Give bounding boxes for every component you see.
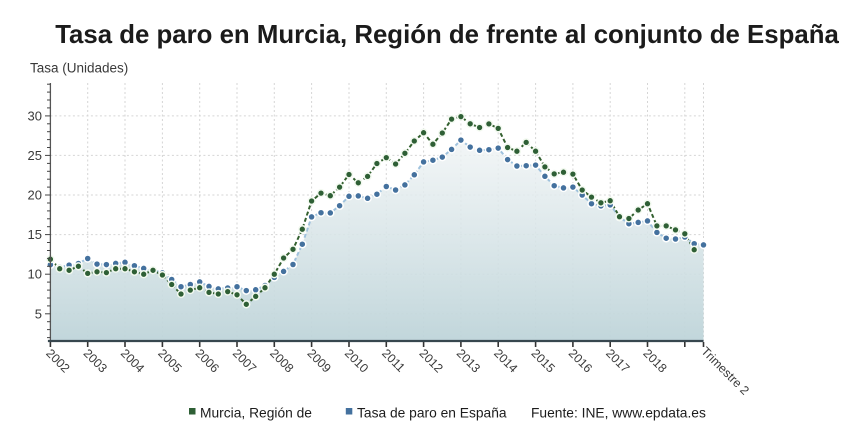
svg-text:5: 5 (35, 306, 42, 321)
svg-text:Fuente: INE, www.epdata.es: Fuente: INE, www.epdata.es (531, 406, 706, 421)
svg-text:15: 15 (28, 227, 42, 242)
svg-text:Tasa de paro en Murcia, Región: Tasa de paro en Murcia, Región de frente… (55, 21, 839, 49)
svg-text:30: 30 (28, 108, 42, 123)
svg-text:Murcia, Región de: Murcia, Región de (200, 406, 312, 421)
svg-text:20: 20 (28, 188, 42, 203)
svg-text:Tasa de paro en España: Tasa de paro en España (357, 406, 507, 421)
svg-text:25: 25 (28, 148, 42, 163)
svg-text:Tasa (Unidades): Tasa (Unidades) (30, 61, 128, 76)
svg-text:10: 10 (28, 267, 42, 282)
